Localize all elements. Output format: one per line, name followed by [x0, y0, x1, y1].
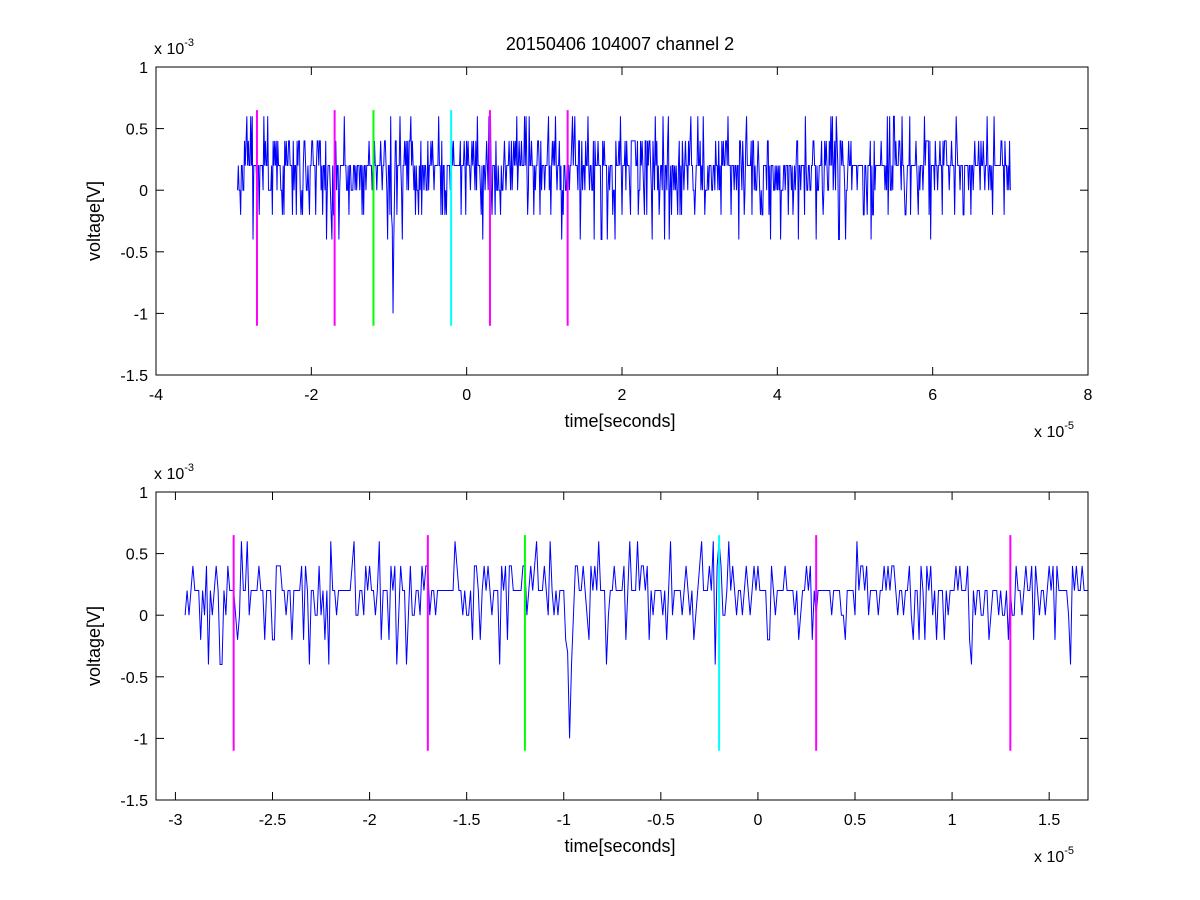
x-tick-label-bottom-7: 0.5	[844, 812, 866, 829]
signal-trace-bottom	[184, 541, 1088, 739]
x-tick-label-bottom-0: -3	[168, 812, 182, 829]
y-tick-label-top-1: -1	[134, 306, 148, 323]
y-tick-label-top-2: -0.5	[120, 245, 148, 262]
x-tick-label-top-0: -4	[149, 387, 163, 404]
x-tick-label-bottom-9: 1.5	[1038, 812, 1060, 829]
y-tick-label-bottom-0: -1.5	[120, 793, 148, 810]
y-tick-label-bottom-1: -1	[134, 731, 148, 748]
x-tick-label-top-1: -2	[304, 387, 318, 404]
x-tick-label-bottom-3: -1.5	[453, 812, 481, 829]
plot-area-bottom	[156, 492, 1088, 800]
y-tick-label-top-0: -1.5	[120, 368, 148, 385]
y-tick-label-top-4: 0.5	[126, 122, 148, 139]
x-tick-label-bottom-4: -1	[557, 812, 571, 829]
y-tick-label-top-3: 0	[139, 183, 148, 200]
x-tick-label-top-6: 8	[1084, 387, 1093, 404]
x-tick-label-bottom-8: 1	[948, 812, 957, 829]
subplot-bottom: x 10-3 x 10-5 time[seconds] voltage[V] -…	[84, 462, 1089, 866]
y-tick-label-bottom-5: 1	[139, 485, 148, 502]
x-tick-label-top-4: 4	[773, 387, 782, 404]
y-tick-label-top-5: 1	[139, 60, 148, 77]
y-axis-label-bottom: voltage[V]	[84, 606, 104, 686]
x-axis-label-top: time[seconds]	[564, 411, 675, 431]
y-tick-label-bottom-3: 0	[139, 608, 148, 625]
x-tick-label-top-3: 2	[618, 387, 627, 404]
figure-title: 20150406 104007 channel 2	[506, 34, 734, 54]
y-tick-label-bottom-2: -0.5	[120, 670, 148, 687]
y-axis-label-top: voltage[V]	[84, 181, 104, 261]
x-tick-label-top-2: 0	[462, 387, 471, 404]
y-multiplier-top: x 10-3	[154, 37, 194, 58]
x-tick-label-bottom-1: -2.5	[259, 812, 287, 829]
y-multiplier-bottom: x 10-3	[154, 462, 194, 483]
x-tick-label-bottom-6: 0	[753, 812, 762, 829]
axes-box-bottom	[155, 491, 1089, 801]
x-multiplier-top: x 10-5	[1034, 420, 1074, 441]
x-axis-label-bottom: time[seconds]	[564, 836, 675, 856]
subplot-top: x 10-3 x 10-5 time[seconds] voltage[V] -…	[84, 37, 1093, 441]
x-multiplier-bottom: x 10-5	[1034, 845, 1074, 866]
signal-trace-top	[237, 115, 1011, 314]
x-tick-label-top-5: 6	[928, 387, 937, 404]
x-tick-label-bottom-5: -0.5	[647, 812, 675, 829]
y-tick-label-bottom-4: 0.5	[126, 547, 148, 564]
plot-area-top	[156, 67, 1088, 375]
x-tick-label-bottom-2: -2	[362, 812, 376, 829]
